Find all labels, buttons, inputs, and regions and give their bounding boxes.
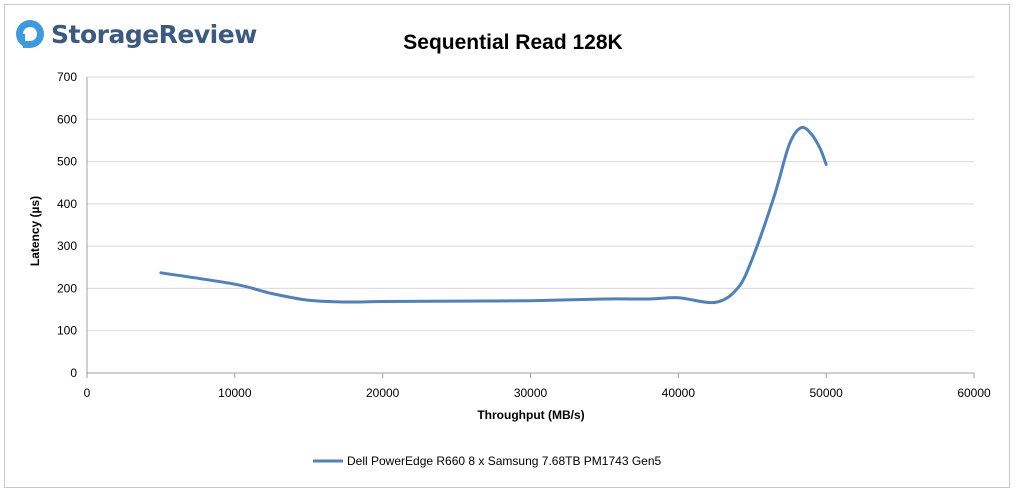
series-layer [159, 125, 828, 305]
y-tick-label: 600 [57, 112, 77, 126]
x-tick-label: 10000 [218, 386, 252, 400]
y-axis-label: Latency (µs) [28, 196, 42, 266]
legend: Dell PowerEdge R660 8 x Samsung 7.68TB P… [313, 454, 662, 468]
line-chart: Sequential Read 128K 0 100 200 300 400 500 600… [28, 31, 991, 468]
grid-lines [86, 76, 974, 374]
y-tick-label: 100 [57, 324, 77, 338]
x-tick-label: 0 [84, 386, 91, 400]
y-tick-label: 500 [57, 155, 77, 169]
legend-label: Dell PowerEdge R660 8 x Samsung 7.68TB P… [347, 454, 662, 468]
brand-name: StorageReview [51, 19, 257, 49]
series-line [159, 125, 828, 305]
y-tick-label: 300 [57, 239, 77, 253]
x-tick-label: 50000 [809, 386, 843, 400]
x-tick-label: 40000 [662, 386, 696, 400]
chart-title: Sequential Read 128K [403, 31, 622, 54]
y-tick-label: 0 [70, 366, 77, 380]
x-tick-label: 30000 [514, 386, 548, 400]
storagereview-logo-icon [16, 20, 44, 48]
storagereview-logo: StorageReview [15, 19, 257, 49]
x-axis-ticks: 0 10000 20000 30000 40000 50000 60000 [84, 373, 991, 400]
x-tick-label: 60000 [957, 386, 991, 400]
x-axis-label: Throughput (MB/s) [477, 408, 584, 422]
y-tick-label: 700 [57, 70, 77, 84]
y-tick-label: 400 [57, 197, 77, 211]
y-axis-ticks: 0 100 200 300 400 500 600 700 [57, 70, 77, 380]
x-tick-label: 20000 [366, 386, 400, 400]
chart-frame: StorageReview Sequential Read 128K 0 100 2… [4, 4, 1010, 488]
y-tick-label: 200 [57, 281, 77, 295]
